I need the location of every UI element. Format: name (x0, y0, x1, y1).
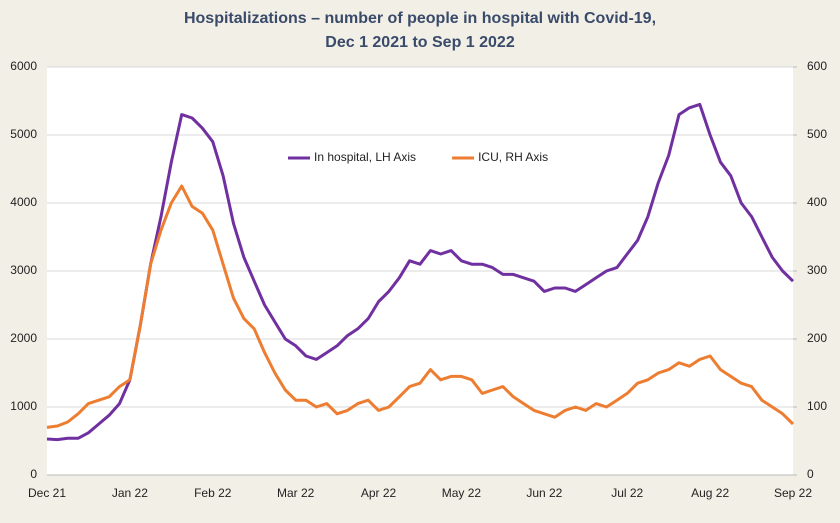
x-tick-label: Apr 22 (361, 486, 397, 500)
y-tick-label: 6000 (10, 59, 37, 73)
y2-tick-label: 0 (807, 467, 814, 481)
y2-tick-label: 500 (807, 127, 827, 141)
x-tick-label: Jul 22 (611, 486, 643, 500)
x-tick-label: Feb 22 (194, 486, 232, 500)
data-line (46, 184, 795, 429)
legend-label: In hospital, LH Axis (314, 150, 416, 164)
y2-tick-label: 100 (807, 399, 827, 413)
y2-tick-label: 600 (807, 59, 827, 73)
y-tick-label: 1000 (10, 399, 37, 413)
legend-label: ICU, RH Axis (478, 150, 548, 164)
x-tick-label: Jun 22 (526, 486, 562, 500)
data-line (46, 102, 795, 442)
x-tick-label: Dec 21 (28, 486, 66, 500)
y2-tick-label: 300 (807, 263, 827, 277)
y-tick-label: 3000 (10, 263, 37, 277)
y-tick-label: 2000 (10, 331, 37, 345)
x-tick-label: Mar 22 (277, 486, 315, 500)
x-tick-label: Sep 22 (774, 486, 812, 500)
y-tick-label: 0 (30, 467, 37, 481)
x-tick-label: Aug 22 (691, 486, 729, 500)
chart-title: Hospitalizations – number of people in h… (184, 10, 656, 27)
chart-title: Dec 1 2021 to Sep 1 2022 (325, 34, 515, 51)
y2-tick-label: 400 (807, 195, 827, 209)
y2-tick-label: 200 (807, 331, 827, 345)
y-tick-label: 5000 (10, 127, 37, 141)
x-tick-label: May 22 (442, 486, 482, 500)
x-tick-label: Jan 22 (112, 486, 148, 500)
y-tick-label: 4000 (10, 195, 37, 209)
